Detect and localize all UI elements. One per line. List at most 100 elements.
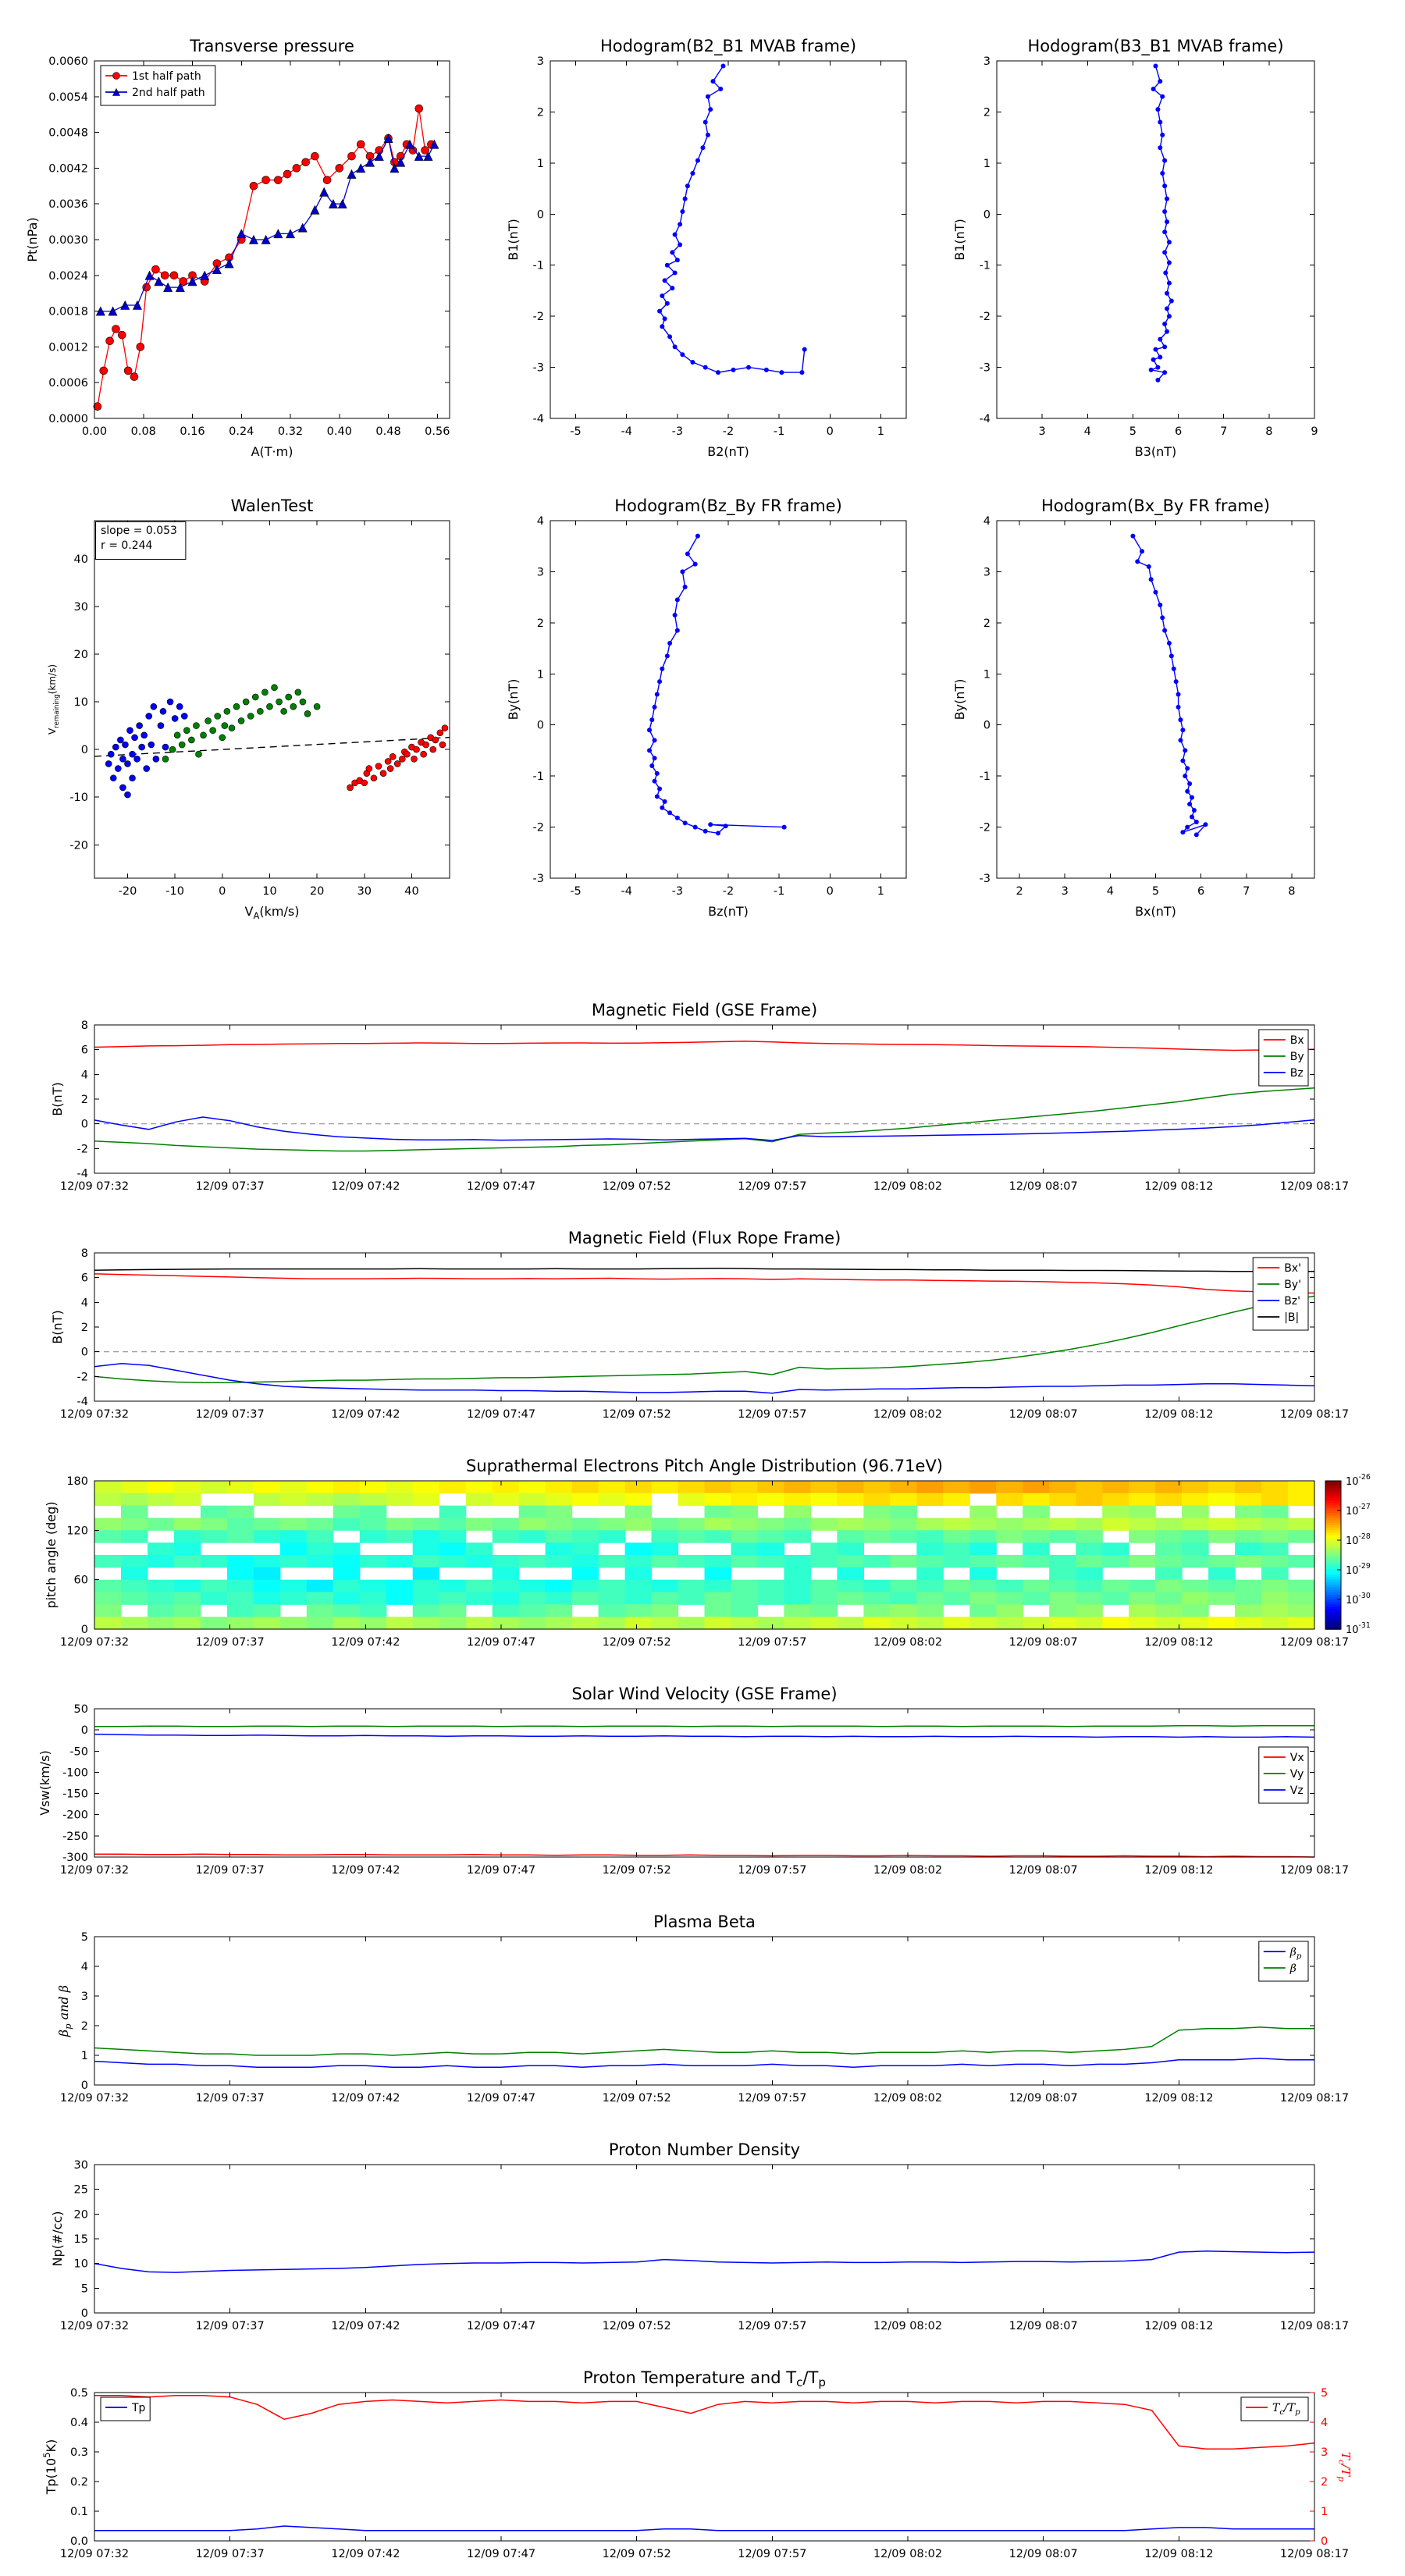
svg-text:Hodogram(Bz_By FR frame): Hodogram(Bz_By FR frame) xyxy=(614,496,842,516)
svg-text:By(nT): By(nT) xyxy=(952,679,967,720)
svg-text:4: 4 xyxy=(81,1961,88,1973)
panel-canvas-proton-temperature: 12/09 07:32 12/09 07:37 12/09 07:42 12/09 0… xyxy=(41,2368,1353,2560)
svg-text:β: β xyxy=(1289,1962,1297,1975)
svg-text:9: 9 xyxy=(1311,425,1318,438)
svg-text:8: 8 xyxy=(1265,425,1272,438)
svg-text:-5: -5 xyxy=(570,885,581,898)
chart-hodogram-b3b1: 3 4 5 6 7 8 9 -4 -3 -2 -1 0 1 2 3 Hodogram(B3_B1 MVAB f… xyxy=(944,8,1405,515)
panel-electron-pitch-angle: 12/09 07:32 12/09 07:37 12/09 07:42 12/09 0… xyxy=(0,1436,1405,1663)
svg-text:Vy: Vy xyxy=(1290,1768,1304,1781)
panel-canvas-electron-pitch-angle: 12/09 07:32 12/09 07:37 12/09 07:42 12/09 0… xyxy=(44,1457,1371,1649)
svg-text:0.0006: 0.0006 xyxy=(48,377,88,390)
svg-text:0.56: 0.56 xyxy=(425,425,450,438)
svg-text:-3: -3 xyxy=(980,362,991,375)
svg-text:0.08: 0.08 xyxy=(131,425,156,438)
svg-text:12/09 07:52: 12/09 07:52 xyxy=(603,2548,671,2560)
svg-text:-5: -5 xyxy=(570,425,581,438)
svg-text:2: 2 xyxy=(537,106,544,119)
svg-text:-250: -250 xyxy=(62,1831,88,1843)
svg-text:slope = 0.053: slope = 0.053 xyxy=(101,525,177,537)
svg-text:12/09 07:32: 12/09 07:32 xyxy=(60,1864,129,1877)
svg-text:βp​: βp​ xyxy=(1289,1946,1302,1961)
svg-text:-4: -4 xyxy=(77,1396,88,1408)
svg-text:12/09 07:57: 12/09 07:57 xyxy=(738,1180,806,1193)
svg-text:0.1: 0.1 xyxy=(70,2506,88,2518)
svg-text:0: 0 xyxy=(219,885,226,898)
svg-text:-3: -3 xyxy=(672,885,683,898)
svg-text:12/09 07:32: 12/09 07:32 xyxy=(60,2548,129,2560)
svg-text:6: 6 xyxy=(1197,885,1204,898)
svg-text:12/09 07:57: 12/09 07:57 xyxy=(738,1408,806,1421)
svg-text:12/09 07:52: 12/09 07:52 xyxy=(603,1180,671,1193)
svg-text:8: 8 xyxy=(81,1247,88,1260)
panel-proton-temperature: 12/09 07:32 12/09 07:37 12/09 07:42 12/09 0… xyxy=(0,2347,1405,2575)
svg-text:Vx: Vx xyxy=(1290,1752,1304,1764)
svg-text:0.0012: 0.0012 xyxy=(48,341,88,354)
svg-text:Bx(nT): Bx(nT) xyxy=(1135,904,1176,919)
svg-text:2: 2 xyxy=(1321,2476,1328,2489)
svg-text:12/09 07:57: 12/09 07:57 xyxy=(738,1636,806,1649)
svg-text:Solar Wind Velocity (GSE Frame: Solar Wind Velocity (GSE Frame) xyxy=(571,1685,837,1703)
svg-text:12/09 07:52: 12/09 07:52 xyxy=(603,1408,671,1421)
svg-text:12/09 07:47: 12/09 07:47 xyxy=(467,1636,535,1649)
svg-text:-1: -1 xyxy=(980,260,991,272)
svg-text:-2: -2 xyxy=(533,311,544,323)
svg-text:Hodogram(Bx_By FR frame): Hodogram(Bx_By FR frame) xyxy=(1041,496,1270,516)
svg-text:3: 3 xyxy=(1039,425,1046,438)
svg-text:12/09 07:52: 12/09 07:52 xyxy=(603,1864,671,1877)
panel-canvas-solar-wind-velocity: 12/09 07:32 12/09 07:37 12/09 07:42 12/09 0… xyxy=(37,1685,1349,1877)
svg-text:12/09 08:07: 12/09 08:07 xyxy=(1009,1636,1078,1649)
svg-text:6: 6 xyxy=(81,1044,88,1057)
svg-text:5: 5 xyxy=(1129,425,1136,438)
svg-text:-2: -2 xyxy=(77,1143,88,1155)
svg-text:0.48: 0.48 xyxy=(375,425,400,438)
chart-hodogram-bzby: -5 -4 -3 -2 -1 0 1 -3 -2 -1 0 1 2 3 4 Hodogram(Bz_By FR… xyxy=(484,468,944,976)
chart-canvas-walen-test: -20 -10 0 10 20 30 40 -20 -10 0 10 20 30 40 WalenTest V… xyxy=(47,496,450,921)
svg-text:50: 50 xyxy=(74,1703,88,1716)
svg-text:12/09 07:47: 12/09 07:47 xyxy=(467,2092,535,2105)
svg-text:βp​ and β: βp​ and β xyxy=(56,1985,73,2037)
svg-text:Bx': Bx' xyxy=(1284,1262,1301,1275)
svg-text:40: 40 xyxy=(404,885,418,898)
svg-text:Tc​/Tp​: Tc​/Tp​ xyxy=(1336,2452,1353,2482)
svg-text:-4: -4 xyxy=(533,413,544,425)
svg-text:0.0018: 0.0018 xyxy=(48,306,88,318)
svg-text:5: 5 xyxy=(1321,2387,1328,2400)
svg-text:12/09 07:37: 12/09 07:37 xyxy=(196,1864,265,1877)
svg-text:12/09 07:32: 12/09 07:32 xyxy=(60,1408,129,1421)
svg-text:0: 0 xyxy=(537,208,544,221)
svg-text:0: 0 xyxy=(81,1347,88,1359)
svg-text:VA​(km/s): VA​(km/s) xyxy=(245,904,300,921)
svg-text:12/09 08:12: 12/09 08:12 xyxy=(1144,1636,1213,1649)
svg-text:12/09 08:07: 12/09 08:07 xyxy=(1009,1408,1078,1421)
svg-text:12/09 08:17: 12/09 08:17 xyxy=(1280,1636,1349,1649)
svg-text:0.24: 0.24 xyxy=(229,425,254,438)
panel-solar-wind-velocity: 12/09 07:32 12/09 07:37 12/09 07:42 12/09 0… xyxy=(0,1663,1405,1891)
svg-text:-20: -20 xyxy=(119,885,137,898)
svg-text:By(nT): By(nT) xyxy=(506,679,521,720)
svg-text:-1: -1 xyxy=(980,770,991,783)
svg-text:12/09 08:07: 12/09 08:07 xyxy=(1009,1180,1078,1193)
svg-text:Suprathermal Electrons Pitch A: Suprathermal Electrons Pitch Angle Distr… xyxy=(466,1457,943,1475)
svg-text:4: 4 xyxy=(1107,885,1114,898)
svg-text:Tp: Tp xyxy=(131,2402,146,2414)
svg-text:12/09 08:12: 12/09 08:12 xyxy=(1144,2092,1213,2105)
svg-text:Np(#/cc): Np(#/cc) xyxy=(50,2211,65,2267)
svg-text:5: 5 xyxy=(1152,885,1159,898)
svg-text:4: 4 xyxy=(81,1297,88,1309)
svg-text:0: 0 xyxy=(81,1724,88,1737)
svg-text:4: 4 xyxy=(537,515,544,528)
svg-text:-300: -300 xyxy=(62,1852,88,1864)
svg-text:0.0030: 0.0030 xyxy=(48,234,88,247)
svg-text:12/09 08:12: 12/09 08:12 xyxy=(1144,2548,1213,2560)
chart-canvas-hodogram-bxby: 2 3 4 5 6 7 8 -3 -2 -1 0 1 2 3 4 Hodogram(Bx_By FR fram… xyxy=(952,496,1315,919)
panel-canvas-plasma-beta: 12/09 07:32 12/09 07:37 12/09 07:42 12/09 0… xyxy=(56,1912,1349,2105)
svg-text:10-27​: 10-27​ xyxy=(1346,1503,1371,1517)
svg-text:0.0048: 0.0048 xyxy=(48,127,88,140)
panel-canvas-magnetic-field-gse: 12/09 07:32 12/09 07:37 12/09 07:42 12/09 0… xyxy=(50,1001,1349,1193)
svg-text:7: 7 xyxy=(1220,425,1227,438)
svg-text:12/09 08:07: 12/09 08:07 xyxy=(1009,1864,1078,1877)
svg-text:12/09 08:02: 12/09 08:02 xyxy=(873,2320,942,2332)
svg-text:0: 0 xyxy=(984,720,991,732)
